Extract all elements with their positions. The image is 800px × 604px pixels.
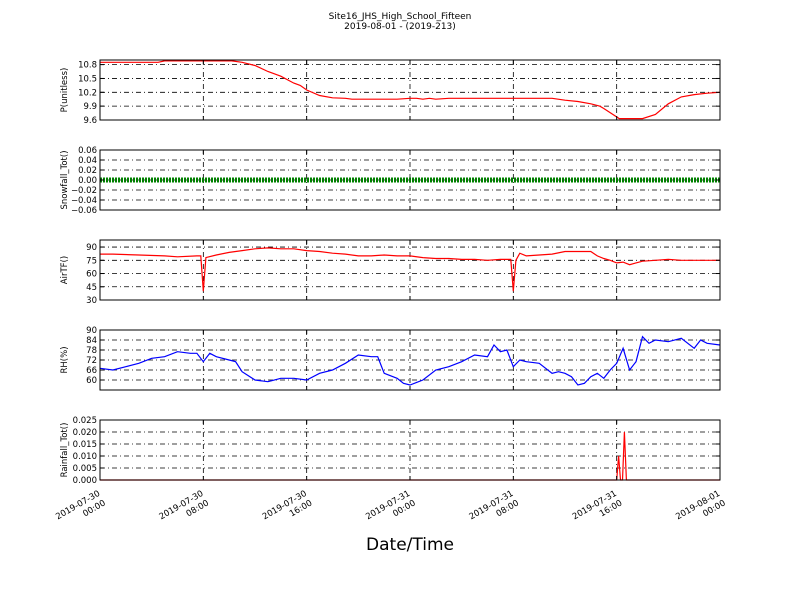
panel-air-temp: 30 45 60 75 90 AirTF() — [60, 239, 721, 306]
y-tick-label: 0.005 — [73, 464, 97, 474]
y-tick-label: 0.015 — [73, 440, 97, 450]
y-axis-label: P(unitless) — [60, 68, 70, 113]
panel-rainfall: 0.000 0.005 0.010 0.015 0.020 0.025Rainfall_T… — [60, 416, 721, 486]
x-axis-label: Date/Time — [366, 535, 454, 555]
series-line — [100, 60, 721, 120]
y-tick-label: 75 — [86, 256, 97, 266]
y-tick-label: 72 — [86, 356, 97, 366]
axes-frame — [99, 59, 721, 121]
y-tick-label: 84 — [86, 336, 97, 346]
figure-title: Site16_JHS_High_School_Fifteen — [329, 12, 472, 22]
series-line — [99, 335, 721, 386]
y-tick-label: 0.000 — [73, 476, 97, 486]
y-tick-label: 45 — [86, 283, 97, 293]
axes-frame — [99, 419, 721, 481]
y-tick-label: 66 — [86, 366, 97, 376]
figure-subtitle: 2019-08-01 - (2019-213) — [344, 22, 456, 32]
y-tick-label: 60 — [86, 376, 97, 386]
y-tick-label: 9.9 — [83, 102, 97, 112]
y-axis-label: Snowfall_Tot() — [60, 150, 70, 209]
y-tick-label: 9.6 — [83, 116, 97, 126]
y-tick-label: 30 — [86, 296, 97, 306]
y-tick-label: 78 — [86, 346, 97, 356]
y-tick-label: 0.025 — [73, 416, 97, 426]
y-axis-label: Rainfall_Tot() — [60, 423, 70, 478]
y-tick-label: 90 — [86, 326, 97, 336]
y-tick-label: −0.02 — [71, 186, 97, 196]
y-tick-label: 0.010 — [73, 452, 97, 462]
y-axis-label: AirTF() — [60, 256, 70, 284]
axes-frame — [99, 239, 721, 301]
axes-frame — [99, 329, 721, 391]
panel-pressure: 9.6 9.9 10.2 10.5 10.8 P(unitless) — [60, 59, 721, 126]
y-tick-label: 0.02 — [78, 166, 97, 176]
y-tick-label: −0.06 — [71, 206, 97, 216]
y-tick-label: 0.06 — [78, 146, 97, 156]
y-tick-label: 10.5 — [78, 74, 97, 84]
y-tick-label: 10.2 — [78, 88, 97, 98]
y-tick-label: 60 — [86, 270, 97, 280]
y-tick-label: 10.8 — [78, 61, 97, 71]
y-axis-label: RH(%) — [60, 346, 70, 373]
y-tick-label: 0.00 — [78, 176, 97, 186]
panel-snowfall: −0.06−0.04−0.020.000.020.040.06 Snowfall_… — [60, 146, 721, 216]
y-tick-label: 90 — [86, 243, 97, 253]
y-tick-label: 0.020 — [73, 428, 97, 438]
series-line — [100, 247, 720, 292]
axes-frame — [99, 149, 721, 211]
y-tick-label: 0.04 — [78, 156, 97, 166]
y-tick-label: −0.04 — [71, 196, 97, 206]
